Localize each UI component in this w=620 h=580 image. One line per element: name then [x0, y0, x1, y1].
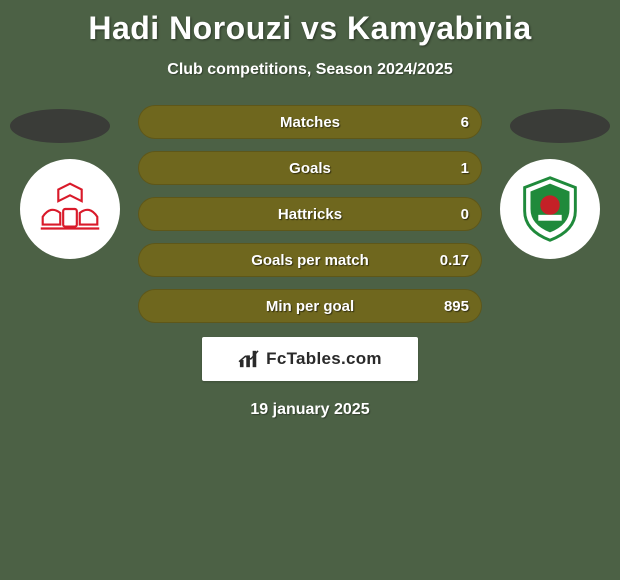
- stat-label: Min per goal: [139, 290, 481, 322]
- stat-label: Goals per match: [139, 244, 481, 276]
- stat-label: Hattricks: [139, 198, 481, 230]
- club-right-logo: [500, 159, 600, 259]
- stat-row-gpm: Goals per match 0.17: [138, 243, 482, 277]
- brand-label: FcTables.com: [266, 349, 382, 369]
- stat-rows: Matches 6 Goals 1 Hattricks 0 Goals per …: [138, 105, 482, 335]
- stat-label: Goals: [139, 152, 481, 184]
- stat-row-hattricks: Hattricks 0: [138, 197, 482, 231]
- stat-right-value: 0.17: [440, 244, 469, 276]
- zob-ahan-logo-icon: [511, 170, 589, 248]
- persepolis-logo-icon: [31, 170, 109, 248]
- page-title: Hadi Norouzi vs Kamyabinia: [0, 0, 620, 47]
- date-text: 19 january 2025: [0, 401, 620, 419]
- stat-right-value: 1: [461, 152, 469, 184]
- subtitle: Club competitions, Season 2024/2025: [0, 61, 620, 79]
- player-left-photo: [10, 109, 110, 143]
- bar-chart-icon: [238, 349, 260, 369]
- stat-row-matches: Matches 6: [138, 105, 482, 139]
- stat-row-goals: Goals 1: [138, 151, 482, 185]
- stat-row-mpg: Min per goal 895: [138, 289, 482, 323]
- stat-right-value: 6: [461, 106, 469, 138]
- player-right-photo: [510, 109, 610, 143]
- stat-right-value: 895: [444, 290, 469, 322]
- stat-label: Matches: [139, 106, 481, 138]
- comparison-panel: Matches 6 Goals 1 Hattricks 0 Goals per …: [0, 105, 620, 335]
- brand-box[interactable]: FcTables.com: [202, 337, 418, 381]
- club-left-logo: [20, 159, 120, 259]
- stat-right-value: 0: [461, 198, 469, 230]
